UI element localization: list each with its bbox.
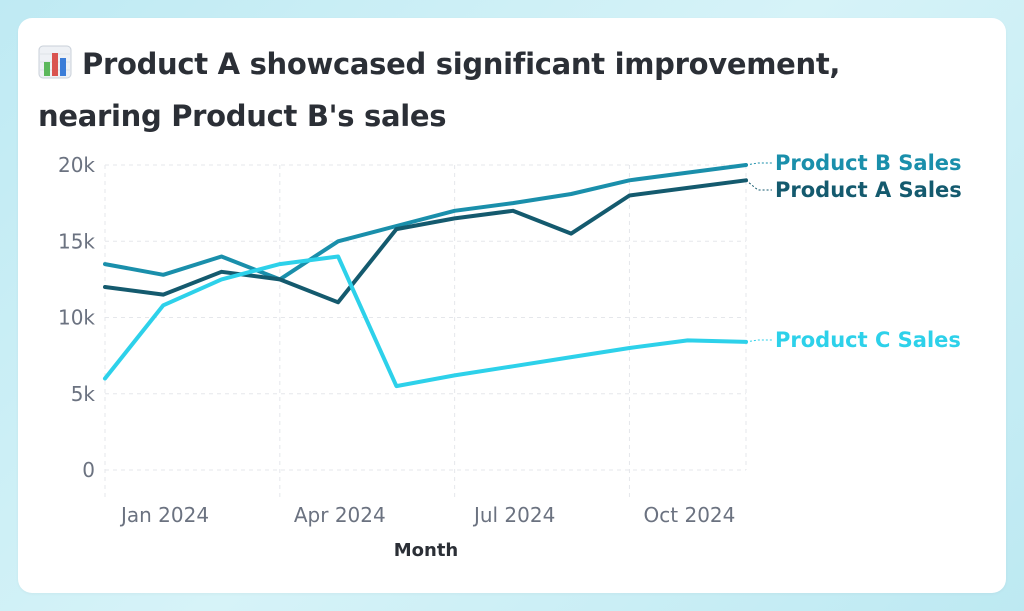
y-axis: 0 5k 10k 15k 20k: [58, 153, 95, 482]
series-label-leader: [745, 179, 772, 191]
y-tick-label: 0: [82, 458, 95, 482]
chart-title-text: Product A showcased significant improvem…: [38, 47, 841, 133]
y-tick-label: 20k: [58, 153, 95, 177]
chart-card: [18, 18, 1006, 593]
series-line: [103, 254, 748, 389]
x-tick-label: Jul 2024: [472, 503, 555, 527]
x-tick-label: Jan 2024: [119, 503, 209, 527]
x-tick-label: Apr 2024: [294, 503, 386, 527]
x-tick-label: Oct 2024: [644, 503, 736, 527]
x-axis-title: Month: [394, 540, 459, 561]
series-label-leader: [745, 162, 772, 166]
chart-title: Product A showcased significant improvem…: [38, 38, 938, 142]
series-line: [103, 163, 748, 282]
series-label-leader: [745, 339, 772, 343]
series: [103, 163, 748, 389]
y-tick-label: 5k: [71, 382, 96, 406]
y-tick-label: 10k: [58, 306, 95, 330]
series-line: [103, 178, 748, 305]
series-label: Product A Sales: [775, 178, 962, 202]
bar-chart-icon: [38, 45, 72, 79]
x-axis: Jan 2024 Apr 2024 Jul 2024 Oct 2024: [119, 503, 735, 527]
series-label: Product C Sales: [775, 328, 961, 352]
y-tick-label: 15k: [58, 229, 95, 253]
series-labels: Product B Sales Product A Sales Product C …: [745, 151, 962, 352]
series-label: Product B Sales: [775, 151, 962, 175]
grid: [104, 164, 747, 498]
